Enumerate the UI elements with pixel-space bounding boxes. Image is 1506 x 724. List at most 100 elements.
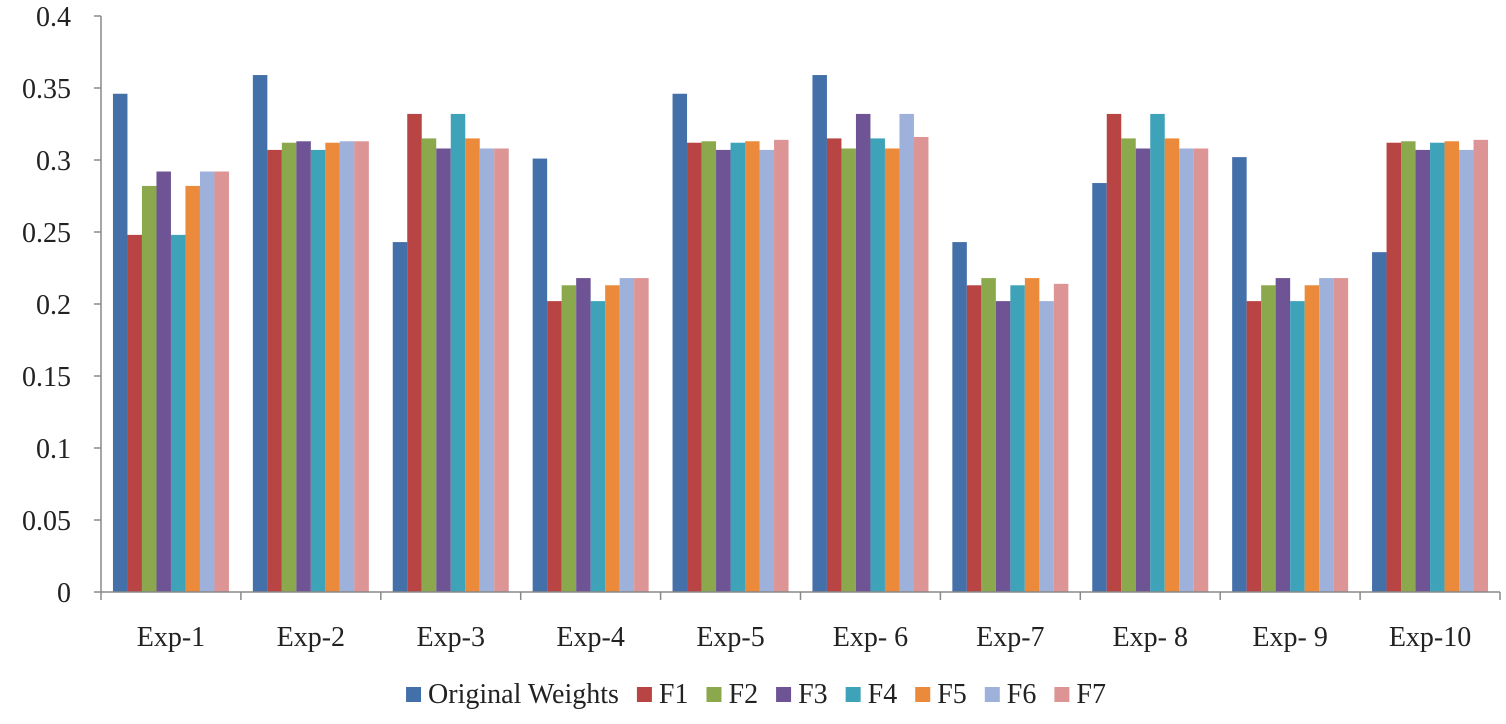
bar-exp-6-f4 <box>870 138 885 592</box>
bar-exp-2-f5 <box>325 142 340 592</box>
bar-exp-1-f3 <box>156 171 171 592</box>
bar-exp-5-f5 <box>745 141 760 592</box>
bar-exp-7-f7 <box>1053 283 1069 592</box>
bar-exp-3-f4 <box>450 113 466 593</box>
bar-exp-1-f1 <box>127 234 142 592</box>
bar-exp-6-f1 <box>826 138 842 592</box>
legend-swatch <box>845 687 861 702</box>
bar-exp-3-f3 <box>436 148 451 593</box>
bar-exp-10-f6 <box>1459 149 1474 593</box>
legend-swatch <box>776 687 792 702</box>
x-axis: Exp-1 Exp-2 Exp-3 Exp-4 Exp-5 Exp- 6 Exp-7 Exp-… <box>100 591 1501 653</box>
bar-exp-8-f5 <box>1164 138 1180 592</box>
bar-exp-9-f3 <box>1275 278 1291 592</box>
legend-swatch <box>406 687 422 702</box>
bar-exp-4-f2 <box>561 285 577 592</box>
x-tick-label: Exp-1 <box>137 622 205 653</box>
bar-exp-2-f6 <box>339 141 355 592</box>
bar-exp-6-original-weights <box>812 75 827 593</box>
y-tick-label: 0 <box>57 578 71 609</box>
bar-exp-2-f1 <box>267 149 282 593</box>
bar-exp-7-f2 <box>981 278 996 592</box>
bar-exp-6-f2 <box>841 148 856 593</box>
y-tick-label: 0.1 <box>36 434 71 465</box>
bar-exp-3-original-weights <box>392 242 408 592</box>
x-tick-label: Exp- 8 <box>1113 622 1188 653</box>
legend-label: Original Weights <box>428 679 619 710</box>
legend-label: F4 <box>868 679 898 710</box>
bar-exp-7-f5 <box>1024 278 1040 592</box>
legend-item: F7 <box>1054 679 1106 710</box>
legend-item: F5 <box>915 679 967 710</box>
bar-exp-4-f7 <box>634 278 649 592</box>
bar-exp-4-f3 <box>576 278 591 592</box>
bar-exp-1-f6 <box>199 171 215 592</box>
bar-exp-9-f1 <box>1246 301 1262 592</box>
x-tick-label: Exp-10 <box>1389 622 1471 653</box>
legend-label: F1 <box>659 679 689 710</box>
bar-exp-8-f7 <box>1193 148 1209 593</box>
bar-exp-5-f2 <box>701 141 717 592</box>
bar-exp-3-f1 <box>407 113 422 593</box>
bar-exp-10-f4 <box>1430 142 1445 592</box>
x-tick-label: Exp-5 <box>696 622 764 653</box>
legend-item: F3 <box>776 679 828 710</box>
bar-exp-10-f2 <box>1401 141 1416 592</box>
legend-swatch <box>636 687 652 702</box>
x-tick-label: Exp-4 <box>556 622 624 653</box>
bar-exp-4-f4 <box>590 301 606 592</box>
bar-exp-5-f4 <box>730 142 746 592</box>
bar-exp-8-f2 <box>1121 138 1136 592</box>
bar-exp-3-f5 <box>465 138 480 592</box>
legend-label: F6 <box>1007 679 1037 710</box>
y-tick-label: 0.25 <box>22 218 71 249</box>
bar-exp-7-f1 <box>966 285 982 592</box>
bar-exp-1-f7 <box>214 171 229 592</box>
bar-exp-10-f5 <box>1444 141 1460 592</box>
bar-exp-3-f6 <box>479 148 495 593</box>
legend-label: F3 <box>798 679 828 710</box>
bar-exp-2-f4 <box>310 149 326 593</box>
legend-swatch <box>706 687 722 702</box>
x-tick-label: Exp-2 <box>277 622 345 653</box>
bar-exp-4-f5 <box>605 285 620 592</box>
bar-exp-4-original-weights <box>532 158 548 592</box>
bar-exp-7-f3 <box>995 301 1011 592</box>
legend-item: F4 <box>845 679 898 710</box>
bar-exp-1-f5 <box>185 185 200 593</box>
legend-item: Original Weights <box>406 679 619 710</box>
bar-exp-1-original-weights <box>112 93 128 592</box>
y-tick-label: 0.4 <box>36 2 71 33</box>
y-tick-label: 0.2 <box>36 290 71 321</box>
bar-exp-4-f6 <box>619 278 635 592</box>
bar-exp-8-f1 <box>1106 113 1122 593</box>
bar-exp-9-f6 <box>1319 278 1334 592</box>
x-tick-label: Exp-3 <box>417 622 485 653</box>
bar-exp-3-f7 <box>494 148 509 593</box>
bar-exp-5-original-weights <box>672 93 688 592</box>
bar-exp-2-f3 <box>296 141 311 592</box>
bars <box>112 75 1489 593</box>
y-tick-label: 0.05 <box>22 506 71 537</box>
bar-exp-6-f5 <box>884 148 900 593</box>
bar-exp-5-f6 <box>759 149 775 593</box>
legend-swatch <box>984 687 1000 702</box>
legend-label: F5 <box>937 679 967 710</box>
bar-exp-9-original-weights <box>1232 157 1247 592</box>
x-tick-label: Exp-7 <box>976 622 1044 653</box>
bar-exp-6-f3 <box>855 113 871 593</box>
bar-exp-10-original-weights <box>1372 252 1387 592</box>
legend-label: F7 <box>1076 679 1106 710</box>
bar-exp-8-f6 <box>1179 148 1194 593</box>
bar-exp-2-f2 <box>281 142 297 592</box>
legend-swatch <box>1054 687 1070 702</box>
bar-exp-9-f2 <box>1261 285 1276 592</box>
bar-exp-6-f7 <box>913 136 929 592</box>
bar-exp-7-f4 <box>1010 285 1025 592</box>
y-tick-label: 0.15 <box>22 362 71 393</box>
bar-exp-2-f7 <box>354 141 369 592</box>
bar-exp-5-f3 <box>716 149 731 593</box>
legend-label: F2 <box>728 679 758 710</box>
bar-exp-1-f2 <box>141 185 157 593</box>
